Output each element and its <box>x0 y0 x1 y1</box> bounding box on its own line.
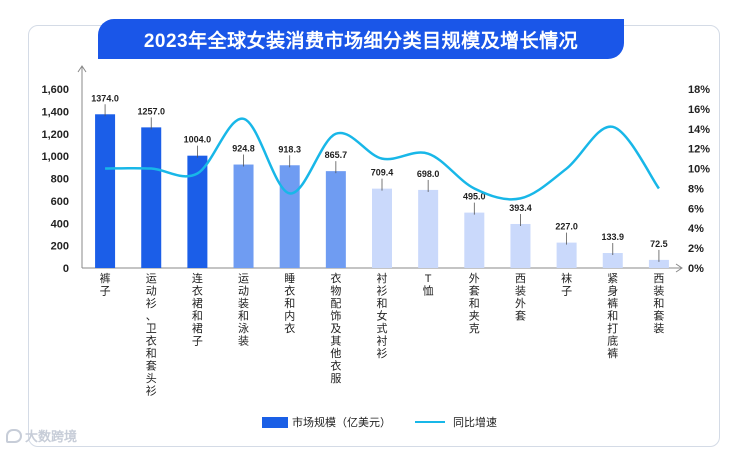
y-axis-arrow <box>77 65 87 73</box>
bar-value-label: 709.4 <box>371 168 394 178</box>
x-category-label: 连衣裙和裙子 <box>192 272 203 348</box>
x-category-label: 睡衣和内衣 <box>284 272 295 335</box>
y-left-tick-label: 1,400 <box>41 106 69 118</box>
x-category-label: 裤子 <box>100 271 111 298</box>
bar <box>233 164 254 268</box>
watermark: 大数跨境 <box>6 426 77 445</box>
bar <box>464 212 485 268</box>
bar <box>325 171 346 268</box>
legend-bar-swatch <box>262 416 288 428</box>
watermark-text: 大数跨境 <box>25 429 78 444</box>
x-category-label: 运动装和泳装 <box>238 272 249 348</box>
x-category-label: 西装外套 <box>515 273 526 323</box>
y-right-tick-label: 12% <box>688 144 710 156</box>
y-left-tick-label: 1,200 <box>41 129 69 141</box>
bar-value-label: 1004.0 <box>184 135 212 145</box>
y-right-tick-label: 2% <box>688 243 704 255</box>
y-right-tick-label: 18% <box>688 84 710 96</box>
x-category-label: 运动衫、卫衣和套头衫 <box>146 272 157 398</box>
chart-title: 2023年全球女装消费市场细分类目规模及增长情况 <box>98 19 624 59</box>
bar-value-label: 1257.0 <box>137 106 165 116</box>
y-right-tick-label: 0% <box>688 263 704 275</box>
y-right-tick-label: 8% <box>688 183 704 195</box>
y-left-tick-label: 1,600 <box>41 84 69 96</box>
legend-line-swatch <box>415 421 445 423</box>
y-left-tick-label: 200 <box>51 241 69 253</box>
bar <box>602 253 623 268</box>
y-left-tick-label: 0 <box>63 263 69 275</box>
x-category-label: 袜子 <box>561 271 572 298</box>
bar <box>418 189 439 268</box>
bar <box>279 165 300 268</box>
bar-value-label: 918.3 <box>278 144 301 154</box>
bar-value-label: 133.9 <box>602 232 625 242</box>
watermark-logo-icon <box>6 428 22 443</box>
y-left-tick-label: 600 <box>51 196 69 208</box>
y-left-tick-label: 400 <box>51 218 69 230</box>
bar-value-label: 72.5 <box>650 239 668 249</box>
y-right-tick-label: 10% <box>688 164 710 176</box>
legend-item-market-size[interactable]: 市场规模（亿美元） <box>262 414 391 430</box>
bar-value-label: 1374.0 <box>91 93 119 103</box>
bar <box>510 223 531 268</box>
y-left-tick-label: 800 <box>51 174 69 186</box>
bar <box>372 188 392 268</box>
bar-value-label: 865.7 <box>325 150 348 160</box>
y-left-tick-label: 1,000 <box>41 151 69 163</box>
bar-value-label: 227.0 <box>555 222 578 232</box>
bar-value-label: 495.0 <box>463 192 486 202</box>
bar <box>141 127 162 268</box>
legend-line-label: 同比增速 <box>453 417 497 429</box>
x-category-label: 衣物配饰及其他衣服 <box>330 271 341 385</box>
y-right-tick-label: 16% <box>688 104 710 116</box>
growth-line <box>105 117 660 201</box>
x-category-label: 西装和套装 <box>653 273 664 335</box>
bar <box>187 155 208 268</box>
bar-value-label: 698.0 <box>417 169 440 179</box>
bar <box>95 114 116 268</box>
x-category-label: 衬衫和女式衬衫 <box>377 272 388 360</box>
y-right-tick-label: 14% <box>688 124 710 136</box>
bar <box>556 242 577 268</box>
x-category-label: 外套和夹克 <box>469 272 480 335</box>
y-right-tick-label: 6% <box>688 203 704 215</box>
legend-bar-label: 市场规模（亿美元） <box>292 417 391 429</box>
bar-value-label: 393.4 <box>509 203 532 213</box>
legend: 市场规模（亿美元） 同比增速 <box>262 414 521 430</box>
bar-value-label: 924.8 <box>232 144 255 154</box>
legend-item-growth[interactable]: 同比增速 <box>415 414 497 430</box>
y-right-tick-label: 4% <box>688 223 704 235</box>
bar <box>648 259 669 268</box>
x-category-label: 紧身裤和打底裤 <box>607 272 618 360</box>
x-axis-arrow <box>675 263 683 273</box>
